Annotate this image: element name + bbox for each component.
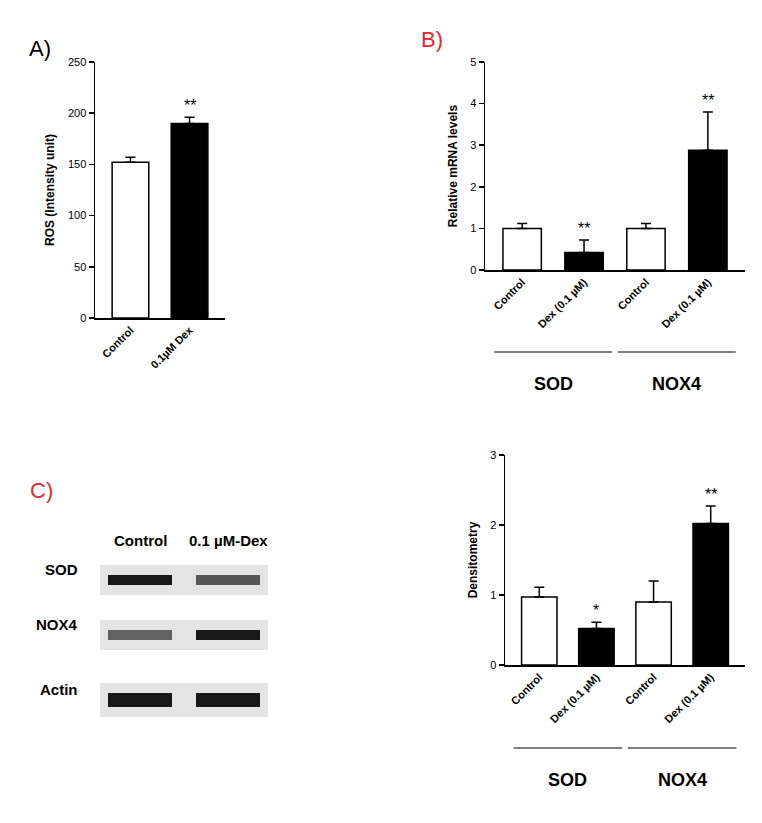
svg-text:Control: Control [491,276,527,312]
svg-text:A): A) [29,36,51,61]
svg-text:Control: Control [508,671,544,707]
svg-text:NOX4: NOX4 [652,374,701,394]
svg-text:B): B) [421,27,443,52]
svg-text:5: 5 [470,56,476,68]
svg-text:Densitometry: Densitometry [466,521,480,598]
svg-text:3: 3 [470,139,476,151]
svg-text:0.1µM Dex: 0.1µM Dex [148,323,195,370]
svg-text:0.1 µM-Dex: 0.1 µM-Dex [189,532,268,549]
svg-text:1: 1 [490,589,496,601]
svg-text:SOD: SOD [548,770,587,790]
svg-text:2: 2 [470,181,476,193]
svg-text:100: 100 [68,209,86,221]
svg-text:Dex (0.1 µM): Dex (0.1 µM) [662,671,716,725]
svg-text:SOD: SOD [534,374,573,394]
svg-text:Control: Control [100,324,136,360]
svg-text:**: ** [578,220,590,237]
svg-text:Actin: Actin [40,681,78,698]
svg-text:Control: Control [114,532,167,549]
svg-text:Dex (0.1 µM): Dex (0.1 µM) [548,671,602,725]
svg-text:250: 250 [68,56,86,68]
svg-text:Relative mRNA levels: Relative mRNA levels [446,105,460,228]
svg-text:Dex (0.1 µM): Dex (0.1 µM) [535,276,589,330]
svg-text:NOX4: NOX4 [658,770,707,790]
svg-text:0: 0 [80,312,86,324]
svg-text:0: 0 [490,659,496,671]
svg-text:3: 3 [490,449,496,461]
svg-text:**: ** [702,92,714,109]
svg-text:ROS (Intensity unit): ROS (Intensity unit) [43,134,57,246]
svg-text:4: 4 [470,97,476,109]
svg-text:50: 50 [74,261,86,273]
svg-text:Dex (0.1 µM): Dex (0.1 µM) [659,276,713,330]
svg-text:1: 1 [470,222,476,234]
svg-text:150: 150 [68,158,86,170]
svg-text:SOD: SOD [45,561,78,578]
svg-text:2: 2 [490,519,496,531]
svg-text:*: * [593,602,599,619]
svg-text:**: ** [705,486,717,503]
svg-text:C): C) [30,478,53,503]
svg-text:**: ** [184,97,196,114]
svg-text:NOX4: NOX4 [36,616,78,633]
svg-text:0: 0 [470,264,476,276]
svg-text:Control: Control [623,671,659,707]
svg-text:200: 200 [68,107,86,119]
svg-text:Control: Control [615,276,651,312]
